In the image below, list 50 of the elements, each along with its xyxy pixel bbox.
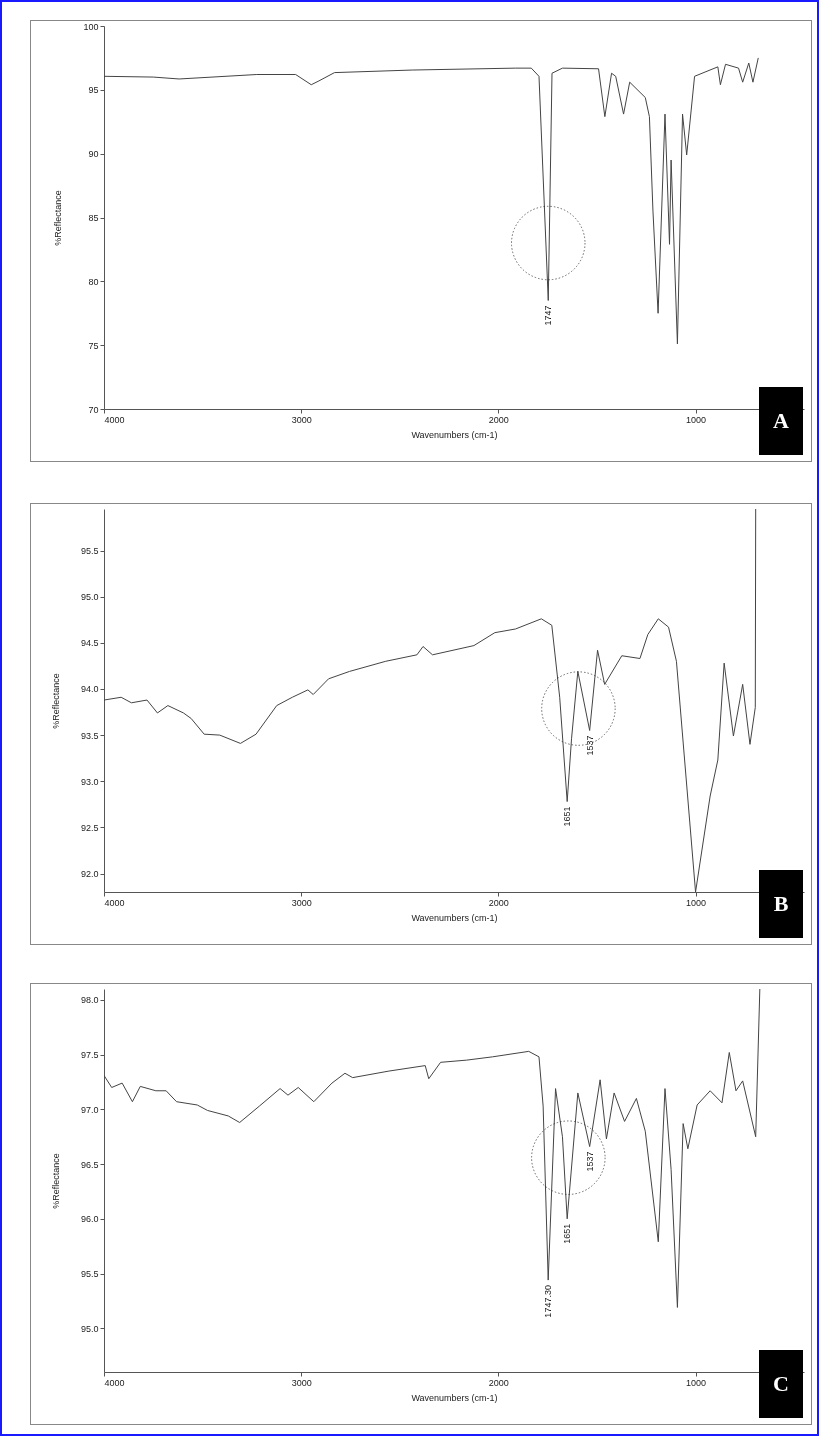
y-tick-label: 94.5 [80,638,99,649]
x-tick-label: 1000 [686,1377,707,1388]
annotation: B [759,870,803,938]
y-tick-label: 98.0 [80,995,99,1006]
line-series [104,57,759,345]
annotation: A [759,387,803,455]
x-tick-label: 1000 [686,897,707,908]
y-tick-label: 95.5 [80,1269,99,1280]
y-axis-title: %Reflectance [53,190,64,246]
x-tick-label: 4000 [104,897,125,908]
annotation: 1537 [584,1151,595,1172]
x-tick-label: 3000 [291,1377,312,1388]
x-axis-title: Wavenumbers (cm-1) [411,1392,498,1403]
annotation: 1651 [562,1223,573,1244]
x-tick-label: 2000 [488,1377,509,1388]
annotation: 1537 [584,735,595,756]
x-tick-label: 1000 [686,414,707,425]
y-tick-label: 85 [88,213,99,223]
y-tick-label: 92.0 [80,869,99,880]
x-axis-title: Wavenumbers (cm-1) [411,429,498,440]
x-tick-label: 2000 [488,414,509,425]
y-tick-label: 100 [83,21,99,32]
y-tick-label: 93.0 [80,776,99,787]
y-tick-label: 95 [88,85,99,96]
y-axis-title: %Reflectance [50,673,61,729]
x-axis-title: Wavenumbers (cm-1) [411,912,498,923]
annotation: 1651 [562,806,573,827]
y-tick-label: 96.0 [80,1214,99,1225]
x-tick-label: 2000 [488,897,509,908]
y-tick-label: 96.5 [80,1159,99,1170]
y-tick-label: 95.5 [80,546,99,557]
annotation: 1747 [543,305,554,326]
x-tick-label: 3000 [291,897,312,908]
y-tick-label: 80 [88,276,99,287]
annotation: C [759,1350,803,1418]
x-tick-label: 4000 [104,1377,125,1388]
y-tick-label: 97.5 [80,1050,99,1061]
y-tick-label: 92.5 [80,822,99,833]
y-tick-label: 95.0 [80,592,99,603]
y-tick-label: 93.5 [80,730,99,741]
y-tick-label: 90 [88,149,99,160]
y-tick-label: 70 [88,404,99,415]
y-tick-label: 97.0 [80,1104,99,1115]
x-tick-label: 3000 [291,414,312,425]
x-tick-label: 4000 [104,414,125,425]
y-tick-label: 94.0 [80,684,99,695]
y-tick-label: 95.0 [80,1323,99,1334]
annotation: 1747.30 [543,1285,554,1318]
y-axis-title: %Reflectance [50,1153,61,1209]
y-tick-label: 75 [88,340,99,351]
